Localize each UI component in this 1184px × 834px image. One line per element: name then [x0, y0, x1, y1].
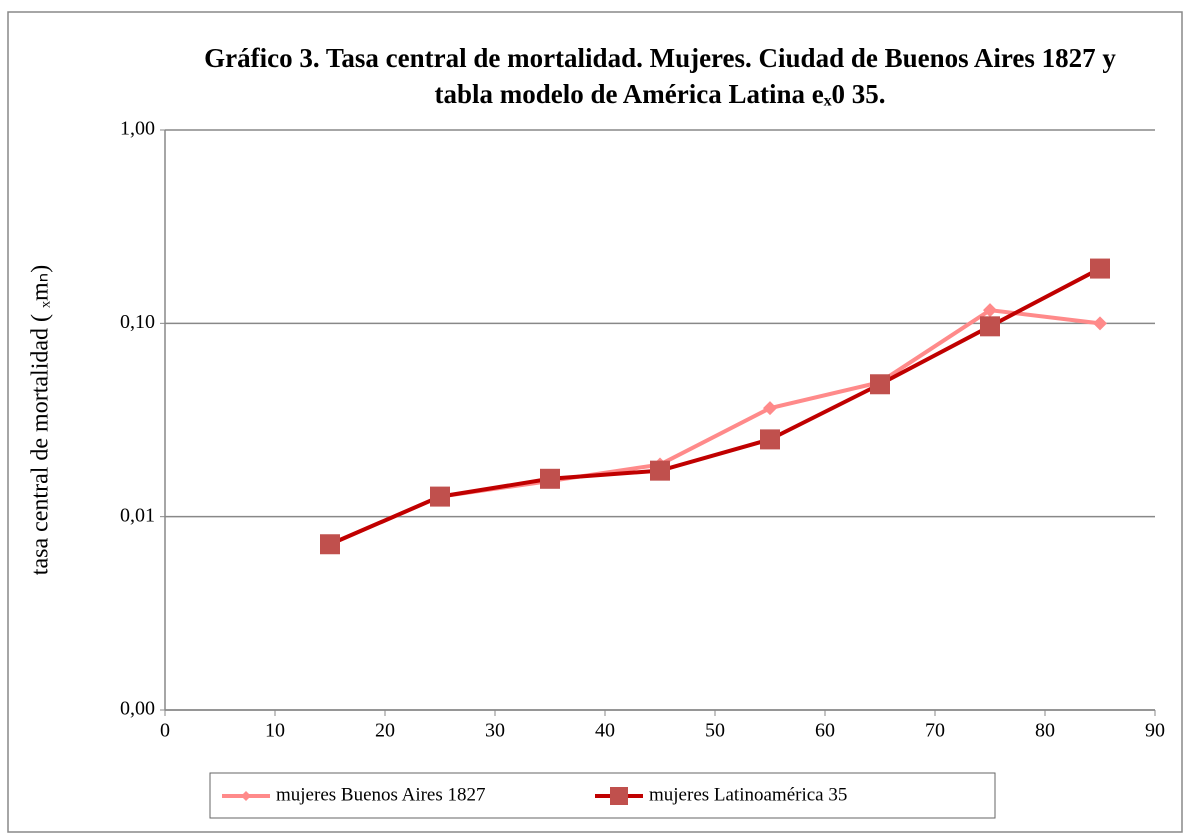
marker	[610, 787, 628, 805]
marker	[1090, 258, 1110, 279]
marker	[650, 460, 670, 481]
marker	[320, 534, 340, 555]
x-tick-label: 30	[485, 720, 505, 742]
chart-title: Gráfico 3. Tasa central de mortalidad. M…	[204, 43, 1116, 109]
chart-border	[7, 11, 1183, 833]
x-tick-label: 10	[265, 720, 285, 742]
x-tick-label: 80	[1035, 720, 1055, 742]
x-tick-label: 0	[160, 720, 170, 742]
series-line	[329, 266, 1101, 547]
marker	[980, 316, 1000, 337]
x-tick-label: 20	[375, 720, 395, 742]
x-tick-label: 70	[925, 720, 945, 742]
marker	[1093, 316, 1107, 331]
y-axis-label: tasa central de mortalidad ( ₓmₙ)	[28, 265, 54, 575]
y-tick-label: 0,10	[120, 311, 155, 333]
legend-label: mujeres Buenos Aires 1827	[276, 784, 486, 805]
marker	[540, 468, 560, 489]
y-tick-label: 0,01	[120, 504, 155, 526]
y-tick-label: 1,00	[120, 118, 155, 140]
x-tick-label: 40	[595, 720, 615, 742]
marker	[760, 429, 780, 450]
marker	[241, 791, 251, 801]
legend-label: mujeres Latinoamérica 35	[649, 784, 847, 805]
x-tick-label: 60	[815, 720, 835, 742]
marker	[430, 486, 450, 507]
x-tick-label: 50	[705, 720, 725, 742]
x-tick-label: 90	[1145, 720, 1165, 742]
marker	[763, 401, 777, 416]
marker	[870, 374, 890, 395]
y-tick-label: 0,00	[120, 698, 155, 720]
marker	[983, 303, 997, 318]
